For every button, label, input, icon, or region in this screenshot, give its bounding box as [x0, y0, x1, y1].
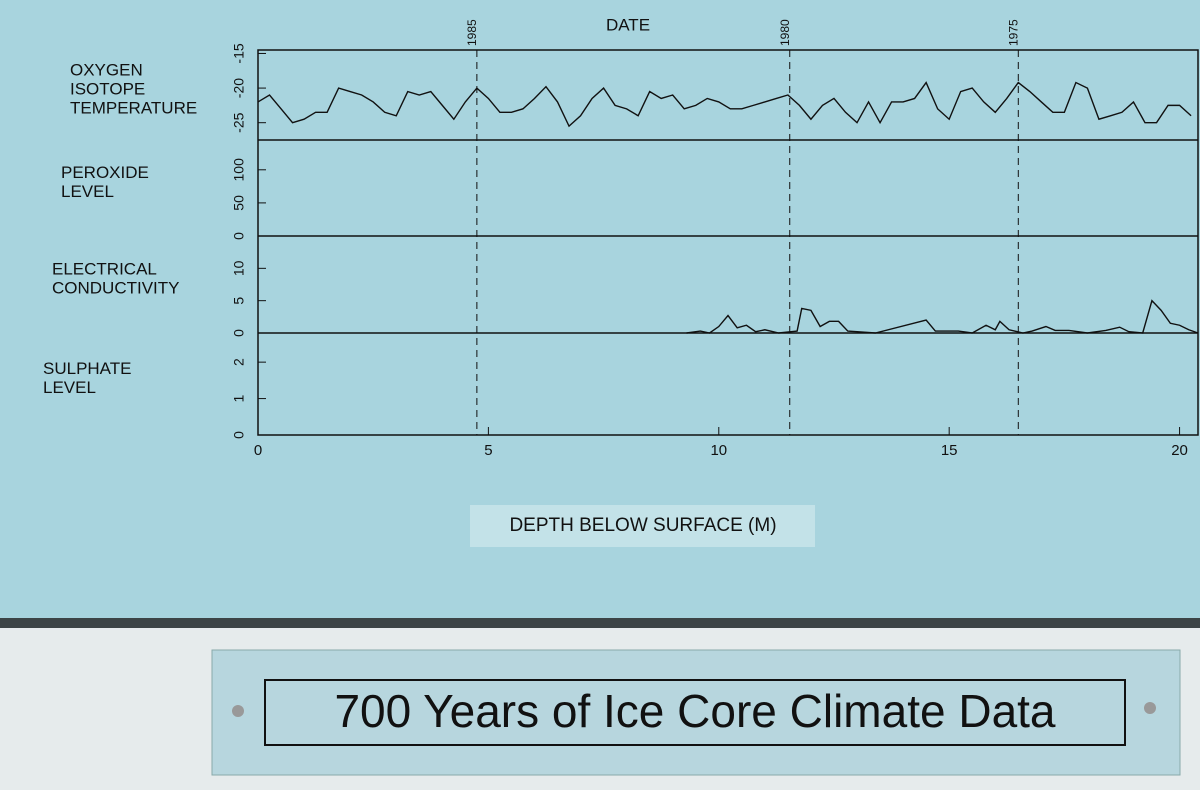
date-label: 1985 — [465, 19, 479, 46]
x-axis-label: DEPTH BELOW SURFACE (M) — [509, 515, 776, 536]
y-tick-label: 50 — [231, 195, 247, 211]
panel-label: CONDUCTIVITY — [52, 278, 180, 297]
x-tick-label: 15 — [941, 442, 958, 459]
board-edge — [0, 618, 1200, 628]
screw — [1144, 702, 1156, 714]
panel-label: ISOTOPE — [70, 79, 145, 98]
y-tick-label: 1 — [231, 394, 247, 402]
y-tick-label: 10 — [231, 260, 247, 276]
y-tick-label: 0 — [231, 232, 247, 240]
date-title: DATE — [606, 15, 650, 34]
plaque-text: 700 Years of Ice Core Climate Data — [334, 685, 1055, 737]
y-tick-label: 5 — [231, 297, 247, 305]
panel-label: OXYGEN — [70, 60, 143, 79]
x-tick-label: 10 — [710, 442, 727, 459]
panel-label: TEMPERATURE — [70, 98, 197, 117]
panel-label: ELECTRICAL — [52, 259, 157, 278]
label-card — [470, 505, 815, 547]
y-tick-label: -25 — [231, 112, 247, 132]
x-tick-label: 20 — [1171, 442, 1188, 459]
data-line — [686, 299, 1199, 334]
x-tick-label: 0 — [254, 442, 262, 459]
plaque-frame — [264, 679, 1126, 746]
x-tick-label: 5 — [484, 442, 492, 459]
plaque — [211, 649, 1181, 776]
panel-label: PEROXIDE — [61, 163, 149, 182]
date-label: 1975 — [1006, 19, 1020, 46]
panel-label: LEVEL — [61, 182, 114, 201]
y-tick-label: 0 — [231, 431, 247, 439]
panel-label: SULPHATE — [43, 359, 132, 378]
y-tick-label: -20 — [231, 78, 247, 98]
date-label: 1980 — [778, 19, 792, 46]
panel-label: LEVEL — [43, 378, 96, 397]
screw — [232, 705, 244, 717]
y-tick-label: -15 — [231, 43, 247, 63]
y-tick-label: 0 — [231, 329, 247, 337]
data-line — [257, 81, 1192, 128]
plot-frame — [257, 49, 1199, 436]
y-tick-label: 2 — [231, 358, 247, 366]
y-tick-label: 100 — [231, 158, 247, 182]
